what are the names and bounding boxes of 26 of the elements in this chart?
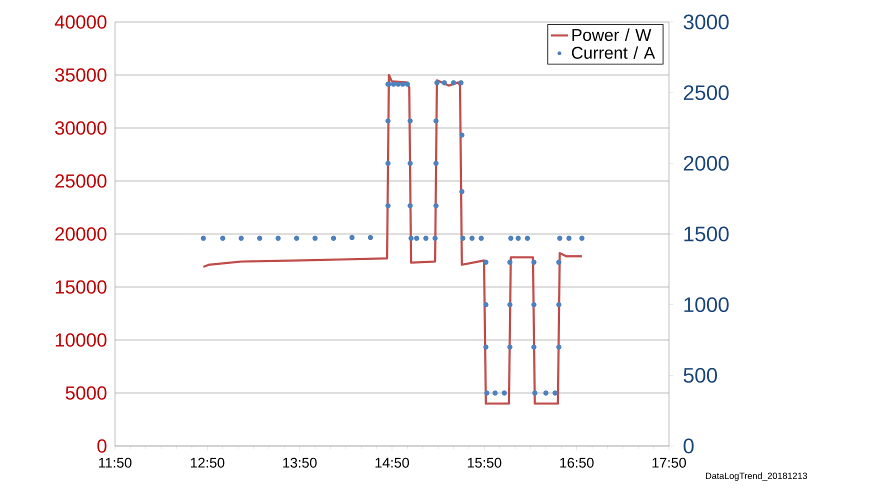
x-tick-label: 16:50 <box>560 458 594 468</box>
legend-label: Power / W <box>572 28 652 42</box>
legend-label: Current / A <box>572 46 656 59</box>
text: DataLogTrend_20181213 <box>706 472 808 481</box>
y2-tick-label: 2500 <box>684 85 729 100</box>
y-tick-label: 5000 <box>66 386 106 400</box>
x-tick-label: 15:50 <box>468 458 502 468</box>
x-tick-label: 17:50 <box>652 458 686 468</box>
x-tick-label: 13:50 <box>283 458 317 468</box>
x-tick-label: 14:50 <box>376 458 409 468</box>
y2-tick-label: 1000 <box>684 297 729 312</box>
y-tick-label: 35000 <box>55 68 106 82</box>
y2-tick-label: 3000 <box>684 14 729 30</box>
y-tick-label: 15000 <box>56 280 106 294</box>
x-tick-label: 12:50 <box>190 458 224 468</box>
y2-tick-label: 2000 <box>684 156 729 171</box>
y-tick-label: 30000 <box>55 121 106 135</box>
y2-tick-label: 0 <box>684 438 694 454</box>
y2-tick-label: 1500 <box>684 226 729 242</box>
y-tick-label: 40000 <box>54 15 106 29</box>
x-tick-label: 11:50 <box>99 458 132 468</box>
y-tick-label: 0 <box>97 439 106 453</box>
y-tick-label: 10000 <box>56 333 106 347</box>
y-tick-label: 20000 <box>55 227 106 241</box>
y-tick-label: 25000 <box>55 174 106 188</box>
y2-tick-label: 500 <box>684 368 717 383</box>
